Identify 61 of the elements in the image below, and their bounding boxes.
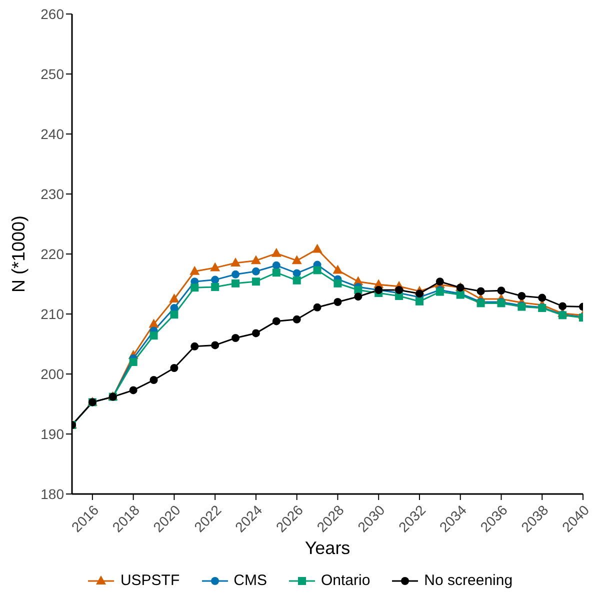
point bbox=[129, 386, 138, 394]
legend-label: USPSTF bbox=[119, 572, 180, 589]
point bbox=[334, 298, 342, 306]
point bbox=[148, 318, 159, 328]
point bbox=[211, 276, 220, 284]
point bbox=[334, 279, 342, 288]
point bbox=[292, 276, 301, 284]
point bbox=[558, 302, 567, 310]
point bbox=[252, 329, 260, 338]
point bbox=[272, 317, 280, 326]
point bbox=[211, 341, 220, 350]
point bbox=[230, 258, 241, 266]
point bbox=[190, 342, 199, 350]
point bbox=[292, 315, 301, 324]
point bbox=[292, 269, 301, 278]
point bbox=[252, 267, 260, 276]
point bbox=[497, 286, 506, 295]
y-tick-label: 240 bbox=[40, 126, 64, 142]
y-tick-label: 260 bbox=[40, 6, 64, 22]
point bbox=[190, 284, 199, 292]
point bbox=[312, 244, 322, 253]
legend-label: Ontario bbox=[320, 572, 370, 589]
y-tick-label: 230 bbox=[40, 186, 64, 202]
point bbox=[395, 286, 404, 294]
y-axis-title: N (*1000) bbox=[8, 215, 28, 293]
point bbox=[232, 270, 240, 278]
y-tick-label: 210 bbox=[40, 306, 64, 322]
point bbox=[272, 261, 280, 270]
point bbox=[436, 278, 444, 286]
y-tick-label: 220 bbox=[40, 246, 64, 262]
point bbox=[150, 332, 158, 340]
point bbox=[313, 266, 322, 274]
point bbox=[170, 310, 178, 319]
point bbox=[538, 294, 546, 302]
point bbox=[211, 283, 220, 291]
point bbox=[210, 262, 220, 272]
point bbox=[354, 286, 362, 294]
point bbox=[292, 255, 302, 264]
point bbox=[250, 255, 261, 264]
point bbox=[476, 287, 485, 296]
point bbox=[150, 376, 158, 384]
y-tick-label: 180 bbox=[40, 486, 64, 502]
point bbox=[129, 358, 138, 366]
point bbox=[272, 268, 280, 277]
point bbox=[252, 278, 260, 286]
legend-label: CMS bbox=[232, 572, 267, 589]
point bbox=[313, 303, 322, 312]
x-axis-title: Years bbox=[304, 538, 350, 558]
y-tick-label: 200 bbox=[40, 366, 64, 382]
point bbox=[170, 364, 178, 372]
point bbox=[518, 292, 526, 300]
y-tick-label: 190 bbox=[40, 426, 64, 442]
point bbox=[332, 264, 343, 274]
point bbox=[190, 266, 200, 275]
point bbox=[271, 248, 282, 257]
point bbox=[232, 279, 240, 288]
legend-label: No screening bbox=[423, 572, 513, 589]
point bbox=[354, 292, 362, 301]
y-tick-label: 250 bbox=[40, 66, 64, 82]
point bbox=[169, 294, 180, 302]
point bbox=[232, 334, 240, 342]
